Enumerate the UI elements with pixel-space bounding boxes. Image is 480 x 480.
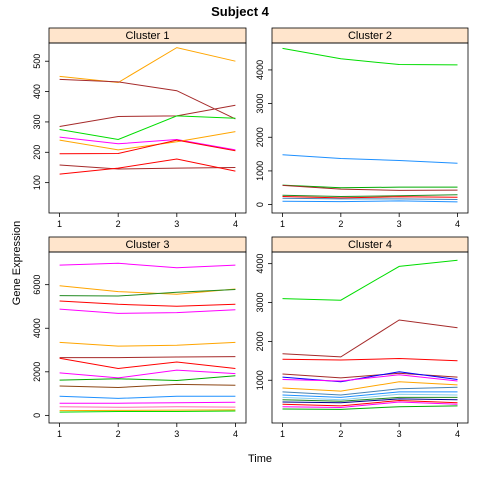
series-line-14 xyxy=(59,406,236,408)
y-tick-label: 2000 xyxy=(255,127,265,147)
series-line-9 xyxy=(59,158,236,175)
y-tick-label: 400 xyxy=(32,84,42,99)
x-tick-label: 4 xyxy=(233,219,238,229)
series-line-5 xyxy=(282,194,458,198)
y-tick-label: 4000 xyxy=(255,60,265,80)
series-line-6 xyxy=(59,341,236,347)
y-tick-label: 2000 xyxy=(32,362,42,382)
series-line-1 xyxy=(282,47,458,66)
series-line-10 xyxy=(282,393,458,401)
y-tick-label: 1000 xyxy=(255,370,265,390)
series-line-6 xyxy=(282,374,458,382)
x-tick-label: 4 xyxy=(233,429,238,439)
panel-frame xyxy=(48,42,247,214)
panel-frame xyxy=(271,42,469,214)
x-tick-label: 1 xyxy=(57,429,62,439)
series-line-9 xyxy=(59,369,236,379)
y-tick-label: 1000 xyxy=(255,161,265,181)
series-line-4 xyxy=(59,115,236,141)
series-line-8 xyxy=(282,386,458,396)
series-line-8 xyxy=(59,357,236,370)
series-line-6 xyxy=(59,131,236,151)
series-line-13 xyxy=(59,401,236,404)
x-tick-label: 4 xyxy=(455,429,460,439)
series-line-5 xyxy=(282,371,458,383)
series-line-4 xyxy=(59,300,236,307)
series-line-14 xyxy=(282,401,458,409)
series-line-4 xyxy=(282,184,458,191)
x-tick-label: 2 xyxy=(338,219,343,229)
series-line-11 xyxy=(282,396,458,402)
panel-strip-label: Cluster 4 xyxy=(348,239,392,251)
series-line-13 xyxy=(282,399,458,407)
series-line-10 xyxy=(59,375,236,382)
x-tick-label: 4 xyxy=(455,219,460,229)
series-line-1 xyxy=(282,259,458,301)
x-tick-label: 3 xyxy=(397,219,402,229)
series-line-2 xyxy=(59,285,236,295)
series-line-7 xyxy=(282,197,458,200)
series-line-2 xyxy=(282,154,458,164)
y-axis-label: Gene Expression xyxy=(11,221,23,305)
y-tick-label: 3000 xyxy=(255,293,265,313)
y-tick-label: 4000 xyxy=(255,254,265,274)
y-tick-label: 6000 xyxy=(32,275,42,295)
series-line-7 xyxy=(59,356,236,359)
series-line-3 xyxy=(59,289,236,297)
y-tick-label: 200 xyxy=(32,145,42,160)
x-tick-label: 1 xyxy=(280,219,285,229)
panel-strip-label: Cluster 1 xyxy=(125,30,169,42)
series-line-8 xyxy=(59,164,236,170)
panel-strip-label: Cluster 2 xyxy=(348,30,392,42)
series-line-7 xyxy=(59,139,236,155)
y-tick-label: 2000 xyxy=(255,331,265,351)
panel-4: Cluster 4 1 2 3 4 1000 2000 3000 4000 xyxy=(255,236,469,439)
series-line-11 xyxy=(59,383,236,389)
panel-3: Cluster 3 1 2 3 4 0 2000 4000 6000 xyxy=(32,236,247,439)
series-line-7 xyxy=(282,381,458,392)
series-line-16 xyxy=(59,410,236,413)
x-tick-label: 1 xyxy=(57,219,62,229)
x-tick-label: 2 xyxy=(338,429,343,439)
series-line-9 xyxy=(282,391,458,398)
panel-2: Cluster 2 1 2 3 4 0 1000 2000 3000 4000 xyxy=(255,27,469,229)
x-tick-label: 3 xyxy=(174,219,179,229)
series-line-3 xyxy=(282,357,458,362)
y-tick-label: 0 xyxy=(32,413,42,418)
series-line-15 xyxy=(59,409,236,412)
series-line-5 xyxy=(59,136,236,151)
x-tick-label: 3 xyxy=(174,429,179,439)
series-line-12 xyxy=(282,398,458,404)
x-tick-label: 2 xyxy=(116,429,121,439)
y-tick-label: 0 xyxy=(255,202,265,207)
series-line-1 xyxy=(59,262,236,269)
series-line-3 xyxy=(282,184,458,189)
panel-frame xyxy=(271,251,469,424)
series-line-1 xyxy=(59,47,236,84)
panel-1: Cluster 1 1 2 3 4 100 200 300 400 500 xyxy=(32,27,247,229)
series-line-15 xyxy=(282,405,458,410)
y-tick-label: 3000 xyxy=(255,94,265,114)
panel-strip-label: Cluster 3 xyxy=(125,239,169,251)
chart-title: Subject 4 xyxy=(211,4,270,19)
series-line-2 xyxy=(59,78,236,120)
series-line-3 xyxy=(59,104,236,127)
panel-frame xyxy=(48,251,247,424)
y-tick-label: 100 xyxy=(32,175,42,190)
x-axis-label: Time xyxy=(248,453,272,465)
series-line-8 xyxy=(282,200,458,203)
x-tick-label: 3 xyxy=(397,429,402,439)
series-line-12 xyxy=(59,395,236,399)
series-line-6 xyxy=(282,196,458,199)
x-tick-label: 1 xyxy=(280,429,285,439)
series-line-5 xyxy=(59,308,236,314)
y-tick-label: 500 xyxy=(32,54,42,69)
series-line-2 xyxy=(282,319,458,358)
x-tick-label: 2 xyxy=(116,219,121,229)
y-tick-label: 4000 xyxy=(32,318,42,338)
y-tick-label: 300 xyxy=(32,114,42,129)
